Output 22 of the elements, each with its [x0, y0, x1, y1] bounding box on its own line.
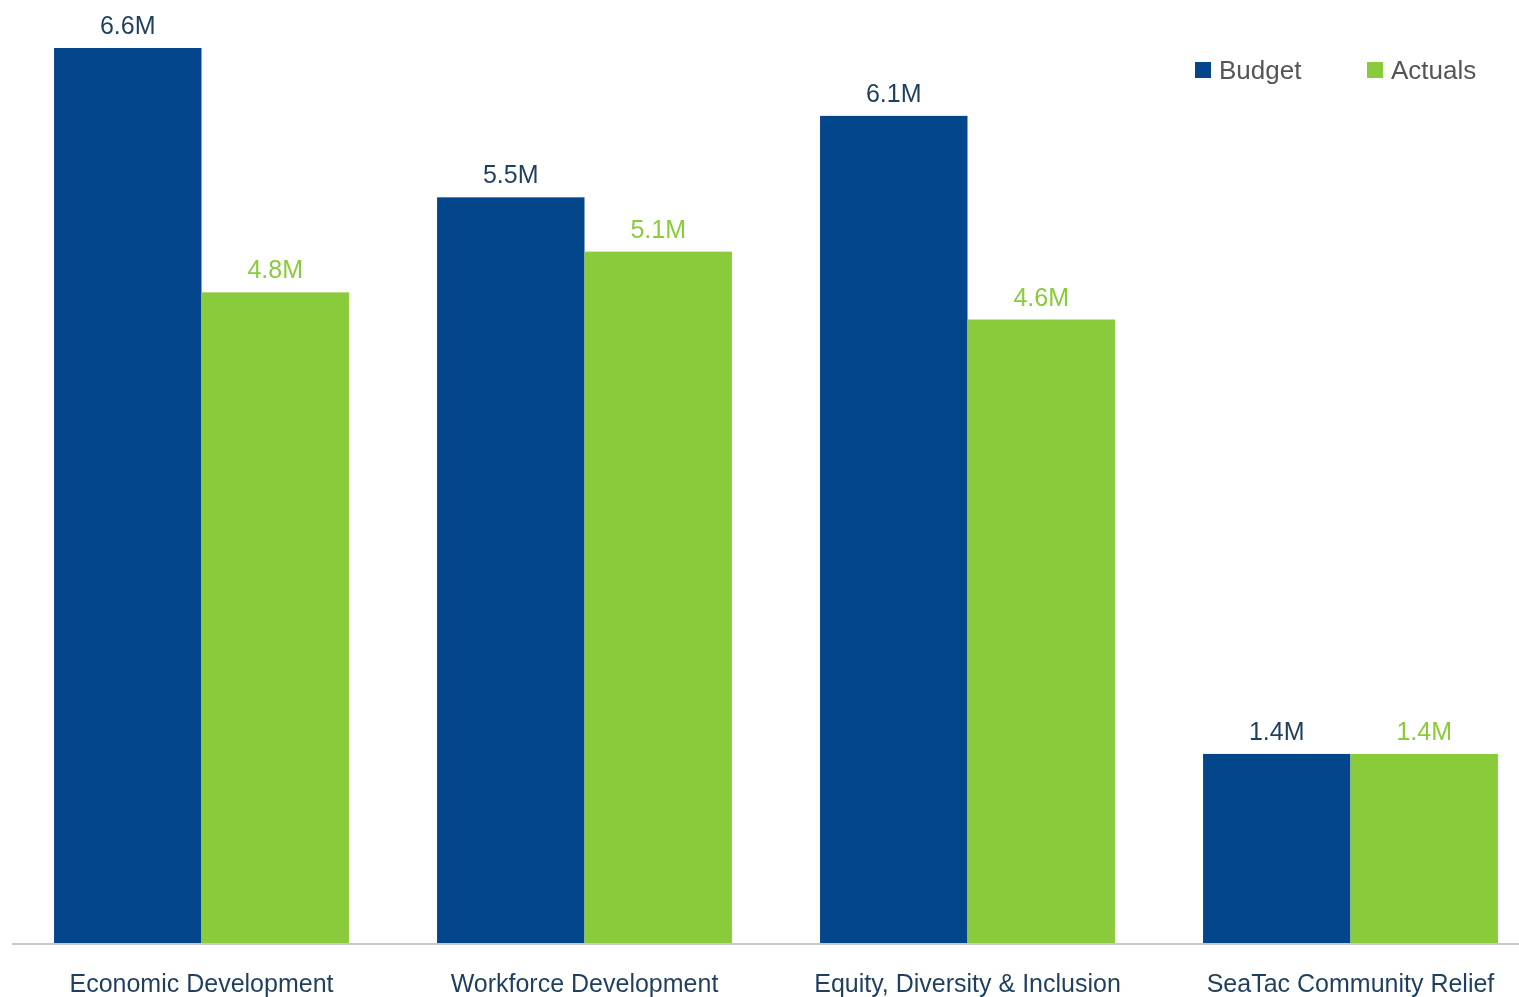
bar [820, 115, 968, 944]
data-label: 5.1M [630, 214, 687, 243]
x-tick-label: Workforce Development [450, 969, 719, 997]
x-tick-label: Economic Development [69, 969, 334, 997]
data-label: 5.5M [482, 160, 539, 189]
data-label: 1.4M [1396, 716, 1453, 745]
x-tick-label: SeaTac Community Relief [1206, 969, 1495, 997]
bar [1203, 753, 1351, 944]
legend-label: Actuals [1391, 55, 1477, 85]
bar [967, 319, 1115, 944]
data-label: 6.1M [865, 78, 922, 107]
bar [584, 251, 732, 944]
bar [54, 48, 202, 944]
legend-label: Budget [1219, 55, 1303, 85]
data-label: 4.8M [247, 255, 304, 284]
bar [437, 197, 585, 944]
data-label: 4.6M [1013, 282, 1070, 311]
data-label: 6.6M [99, 11, 156, 39]
data-label: 1.4M [1248, 716, 1305, 745]
x-tick-label: Equity, Diversity & Inclusion [814, 969, 1121, 997]
bar [1350, 753, 1498, 944]
bar [201, 292, 349, 944]
